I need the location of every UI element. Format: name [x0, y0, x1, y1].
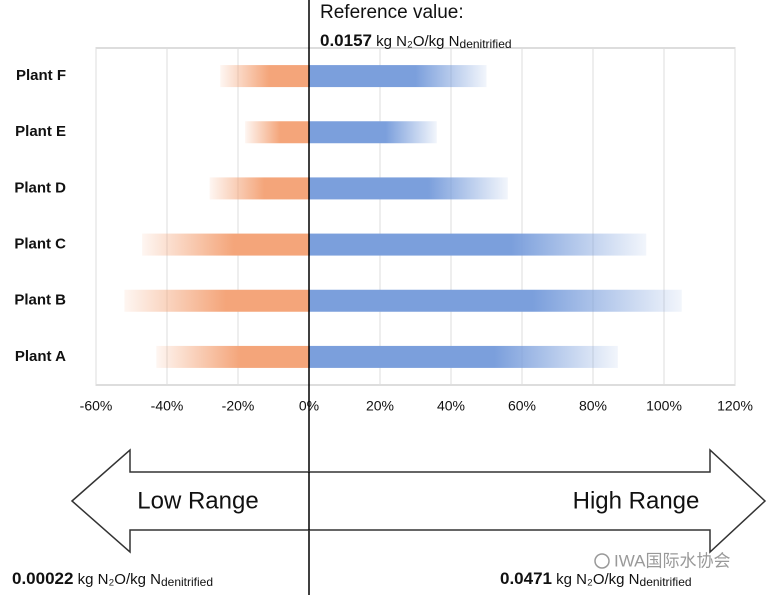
bar — [245, 121, 309, 144]
x-tick-label: 80% — [579, 398, 607, 414]
y-tick-label: Plant E — [15, 123, 66, 140]
low-range-label: Low Range — [137, 487, 258, 514]
bar — [156, 345, 309, 368]
unit: kg N₂O/kg N — [78, 571, 161, 588]
x-tick-label: 40% — [437, 398, 465, 414]
bar — [309, 65, 487, 88]
reference-title: Reference value: — [320, 2, 464, 23]
bar — [309, 233, 647, 256]
range-arrow — [70, 448, 767, 554]
value: 0.00022 — [12, 569, 73, 588]
x-tick-label: 100% — [646, 398, 682, 414]
x-tick-label: -20% — [222, 398, 255, 414]
x-tick-label: 120% — [717, 398, 753, 414]
value: 0.0157 — [320, 31, 372, 50]
value: 0.0471 — [500, 569, 552, 588]
plot-frame — [95, 47, 736, 386]
watermark: IWA国际水协会 — [614, 551, 730, 570]
x-tick-label: 60% — [508, 398, 536, 414]
y-tick-label: Plant B — [14, 292, 66, 309]
unit: kg N₂O/kg N — [556, 571, 639, 588]
high-value: 0.0471 kg N₂O/kg Ndenitrified — [500, 569, 692, 589]
unit-subscript: denitrified — [460, 37, 512, 51]
bar — [309, 289, 682, 312]
y-tick-label: Plant F — [16, 67, 66, 84]
low-value: 0.00022 kg N₂O/kg Ndenitrified — [12, 569, 213, 589]
x-tick-label: 20% — [366, 398, 394, 414]
y-tick-label: Plant D — [14, 179, 66, 196]
bar — [309, 177, 508, 200]
unit: kg N₂O/kg N — [376, 33, 459, 50]
bar — [309, 121, 437, 144]
x-tick-label: -60% — [80, 398, 113, 414]
x-tick-label: -40% — [151, 398, 184, 414]
bar — [142, 233, 309, 256]
bar — [124, 289, 310, 312]
reference-value: 0.0157 kg N₂O/kg Ndenitrified — [320, 31, 512, 51]
high-range-label: High Range — [573, 487, 700, 514]
bar — [220, 65, 309, 88]
unit-subscript: denitrified — [161, 575, 213, 589]
y-tick-label: Plant C — [14, 236, 66, 253]
unit-subscript: denitrified — [640, 575, 692, 589]
bar — [209, 177, 309, 200]
y-tick-label: Plant A — [15, 348, 66, 365]
plot: -60% -40% -20% 0% 20% 40% 60% 80% 100% 120% — [80, 48, 753, 414]
watermark-icon — [594, 553, 610, 569]
bar — [309, 345, 618, 368]
